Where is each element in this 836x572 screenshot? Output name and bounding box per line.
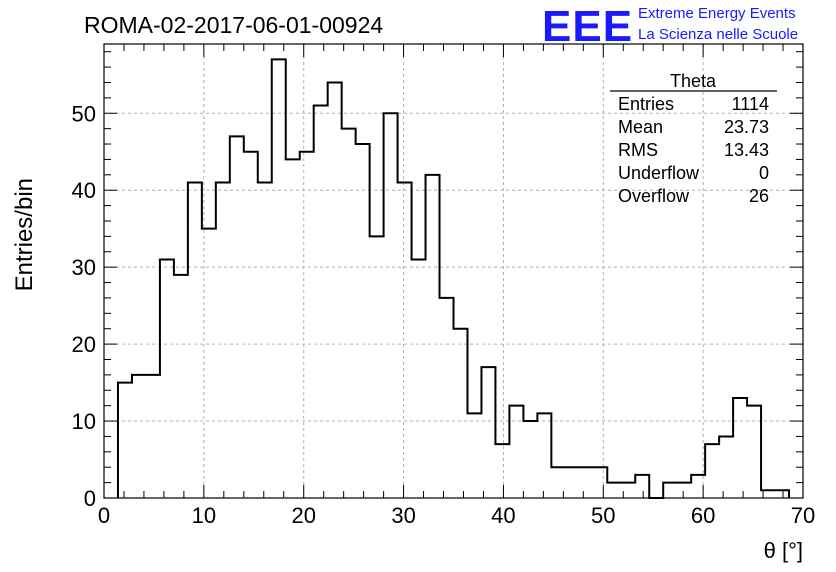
histogram-bin (677, 483, 691, 498)
histogram-bin (118, 383, 132, 498)
histogram-bin (454, 329, 468, 498)
x-tick-label: 70 (791, 503, 815, 528)
histogram-bin (467, 413, 481, 498)
y-tick-label: 10 (72, 409, 96, 434)
histogram-bin (146, 375, 160, 498)
histogram-bin (509, 406, 523, 498)
histogram-bin (328, 82, 342, 498)
x-tick-label: 0 (98, 503, 110, 528)
stats-row-value: 26 (749, 186, 769, 206)
histogram-bin (356, 144, 370, 498)
stats-row-value: 23.73 (724, 117, 769, 137)
stats-row-label: Underflow (618, 163, 700, 183)
x-tick-label: 60 (691, 503, 715, 528)
x-tick-label: 40 (491, 503, 515, 528)
x-tick-label: 50 (591, 503, 615, 528)
y-tick-label: 0 (84, 486, 96, 511)
x-tick-label: 20 (291, 503, 315, 528)
histogram-bin (663, 483, 677, 498)
histogram-bin (440, 298, 454, 498)
histogram-bin (705, 444, 719, 498)
stats-row-value: 0 (759, 163, 769, 183)
histogram-bin (300, 152, 314, 498)
plot-frame (103, 43, 804, 499)
histogram-bin (398, 183, 412, 498)
y-tick-label: 20 (72, 332, 96, 357)
run-title: ROMA-02-2017-06-01-00924 (84, 12, 383, 38)
histogram-bin (635, 475, 649, 498)
logo-line2: La Scienza nelle Scuole (638, 26, 798, 43)
y-axis-label: Entries/bin (11, 178, 38, 291)
histogram-bin (286, 159, 300, 498)
x-axis-label: θ [°] (764, 538, 803, 563)
histogram-bin (314, 106, 328, 498)
stats-row-value: 1114 (732, 94, 769, 114)
histogram-bin (258, 183, 272, 498)
histogram-bin (481, 367, 495, 498)
histogram-bin (272, 59, 286, 498)
histogram-bin (384, 113, 398, 498)
histogram-bin (565, 467, 579, 498)
histogram-bin (593, 467, 607, 498)
histogram-bin (132, 375, 146, 498)
logo-mark: EEE (542, 2, 633, 51)
histogram-bin (495, 444, 509, 498)
histogram-bin (775, 490, 789, 498)
tick-labels: 0 10 20 30 40 50 60 70 0 10 20 30 40 50 (72, 101, 816, 528)
histogram-bin (412, 259, 426, 498)
histogram-bin (174, 275, 188, 498)
histogram-bin (747, 406, 761, 498)
histogram-bin (607, 483, 621, 498)
histogram-bin (733, 398, 747, 498)
logo-line1: Extreme Energy Events (638, 5, 796, 22)
stats-row-label: Mean (618, 117, 663, 137)
histogram-outline (116, 58, 791, 499)
axis-ticks (103, 44, 804, 499)
histogram-bin (719, 436, 733, 498)
stats-row-value: 13.43 (724, 140, 769, 160)
y-tick-label: 50 (72, 101, 96, 126)
stats-row-label: RMS (618, 140, 658, 160)
stats-box: Theta Entries 1114 Mean 23.73 RMS 13.43 Underf… (610, 71, 777, 206)
stats-title: Theta (670, 71, 717, 91)
stats-row-label: Entries (618, 94, 674, 114)
x-tick-label: 30 (391, 503, 415, 528)
histogram-bin (160, 259, 174, 498)
x-tick-label: 10 (192, 503, 216, 528)
histogram-bin (342, 129, 356, 498)
histogram-bin (537, 413, 551, 498)
histogram-bin (244, 152, 258, 498)
histogram-bin (523, 421, 537, 498)
eee-logo: EEE Extreme Energy Events La Scienza nel… (542, 2, 798, 51)
grid (104, 44, 803, 498)
histogram-bin (216, 183, 230, 498)
stats-row-label: Overflow (618, 186, 690, 206)
y-tick-label: 40 (72, 178, 96, 203)
histogram-bin (370, 236, 384, 498)
histogram-bin (426, 175, 440, 498)
stats-rows: Entries 1114 Mean 23.73 RMS 13.43 Underflow 0 Ov… (618, 94, 769, 206)
y-tick-label: 30 (72, 255, 96, 280)
histogram-layer (116, 58, 791, 499)
histogram-bin (579, 467, 593, 498)
histogram-bin (188, 183, 202, 498)
